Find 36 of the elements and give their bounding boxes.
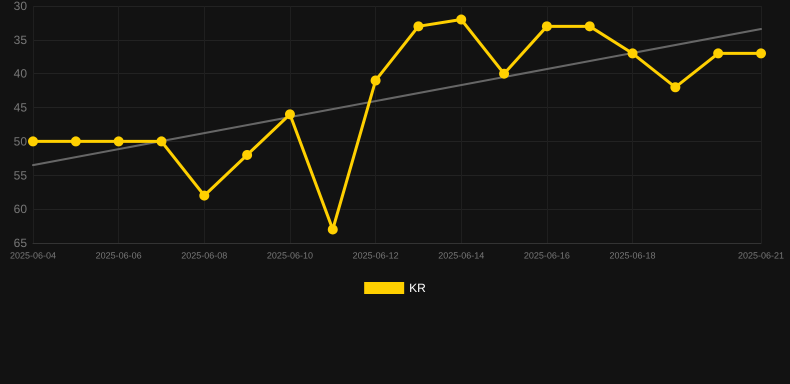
point (284, 109, 295, 120)
y-tick-label: 50 (14, 134, 28, 148)
point (242, 150, 252, 160)
point (584, 21, 595, 32)
point (499, 68, 510, 79)
point (542, 21, 552, 32)
point (70, 136, 81, 146)
point (670, 82, 680, 92)
y-tick-label: 35 (14, 32, 28, 47)
x-tick-label: 2025-06-12 (352, 250, 399, 260)
x-tick-label: 2025-06-14 (438, 250, 484, 260)
x-tick-label: 2025-06-21 (738, 250, 784, 260)
point (456, 14, 466, 25)
x-tick-label: 2025-06-08 (181, 250, 228, 260)
y-tick-label: 45 (14, 100, 28, 115)
point (114, 136, 124, 146)
point (628, 48, 638, 58)
legend-label: KR (409, 281, 426, 295)
y-tick-label: 60 (14, 202, 28, 216)
point (756, 48, 766, 58)
point (370, 75, 381, 86)
y-tick-label: 65 (14, 236, 28, 250)
point (713, 48, 724, 58)
point (199, 190, 210, 201)
y-tick-label: 30 (14, 0, 28, 13)
x-tick-label: 2025-06-16 (524, 250, 570, 260)
x-tick-label: 2025-06-06 (96, 250, 142, 260)
y-tick-label: 40 (14, 66, 28, 81)
x-tick-label: 2025-06-18 (610, 250, 656, 260)
point (328, 224, 338, 234)
point (413, 21, 424, 32)
x-tick-label: 2025-06-04 (10, 250, 56, 260)
point (28, 136, 38, 146)
y-tick-label: 55 (14, 168, 28, 182)
x-tick-label: 2025-06-10 (266, 250, 313, 260)
point (156, 136, 166, 146)
